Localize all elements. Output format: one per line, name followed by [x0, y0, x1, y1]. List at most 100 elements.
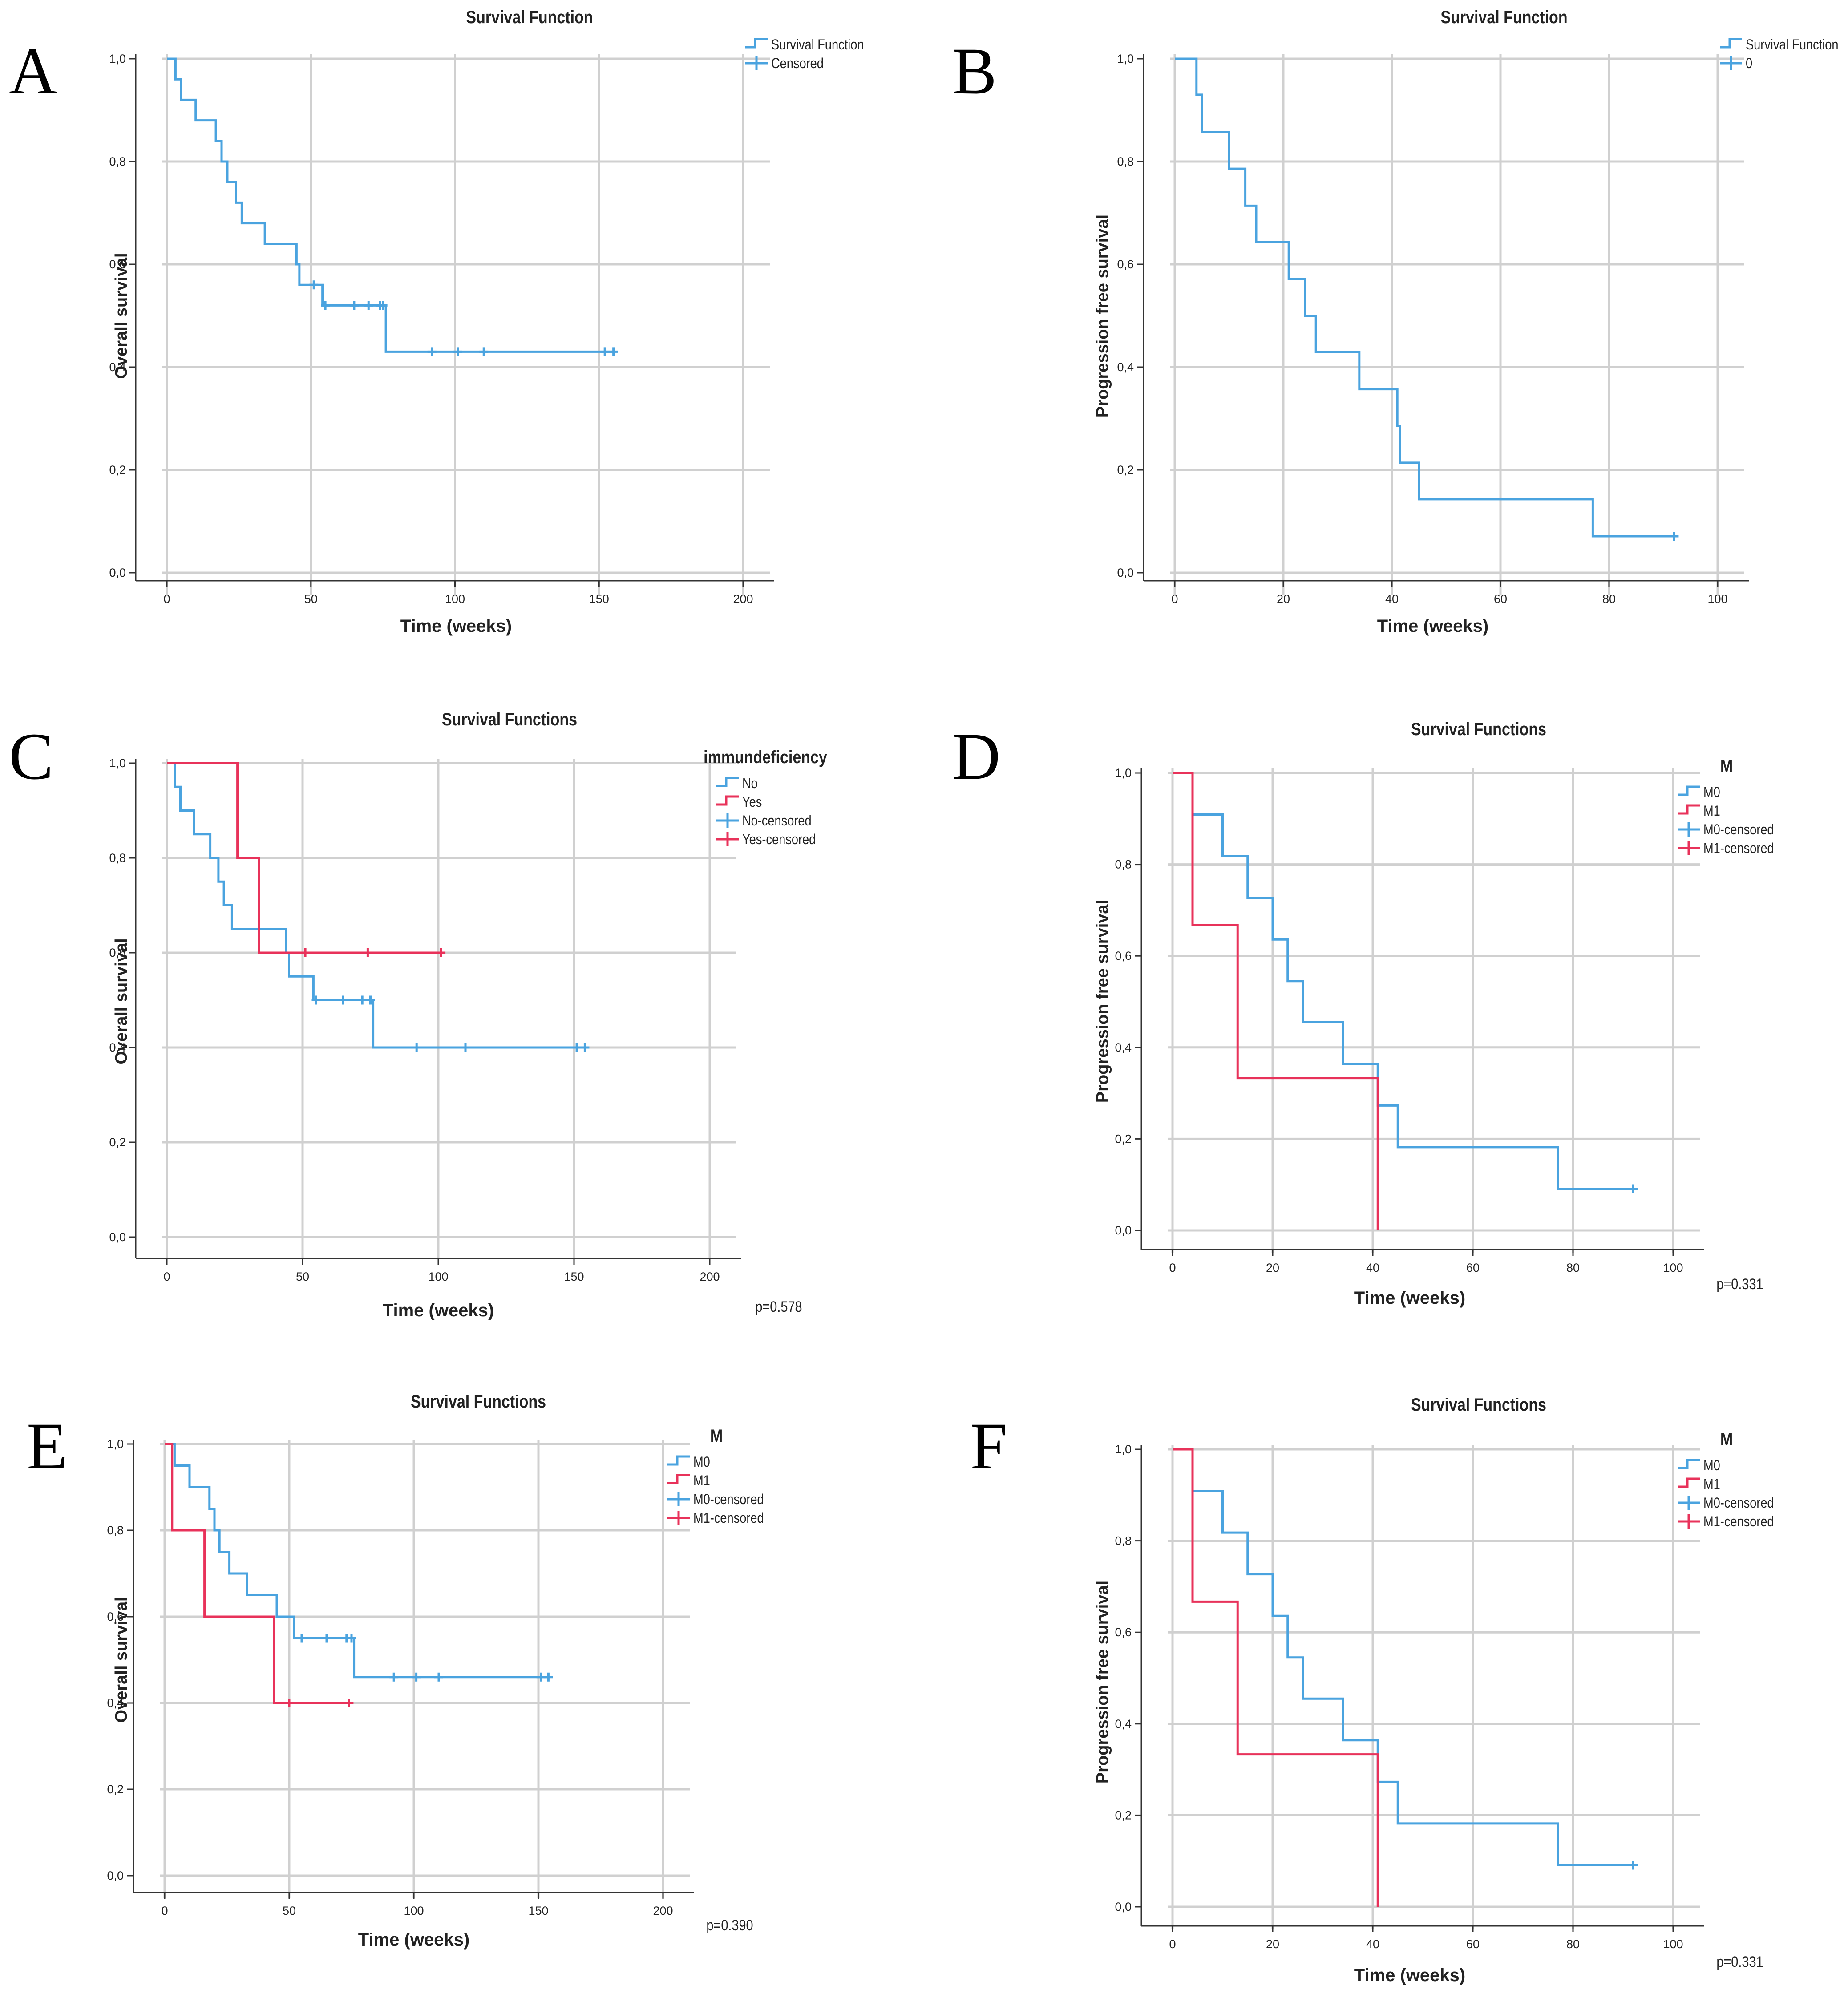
panel-letter: F [970, 1409, 1007, 1483]
y-tick-label: 0,2 [109, 1136, 126, 1149]
series-m1 [1173, 772, 1379, 1230]
panel-d: D Survival Functions 0,0 0,2 0,4 0,6 0,8 1,0 0 20… [952, 719, 1774, 1308]
y-tick-label: 0,6 [109, 258, 126, 271]
legend-label: 0 [1746, 56, 1752, 72]
y-tick-label: 0,2 [107, 1783, 124, 1796]
censored-mark [437, 948, 446, 957]
series-m0 [1173, 1448, 1638, 1870]
censored-mark [349, 301, 359, 310]
panel-b: B Survival Function 0,0 0,2 0,4 0,6 0,8 1,0 0 20 4… [952, 7, 1839, 636]
censored-mark [453, 347, 462, 356]
survival-step-line [1173, 772, 1379, 1230]
x-tick-label: 60 [1466, 1261, 1480, 1274]
legend-swatch-line [716, 795, 739, 806]
y-tick-label: 1,0 [109, 52, 126, 65]
x-tick-label: 100 [404, 1904, 424, 1917]
legend-label: Survival Function [1746, 37, 1839, 53]
y-tick-label: 0,0 [109, 1230, 126, 1244]
x-axis-label: Time (weeks) [1354, 1288, 1466, 1308]
censored-mark [1629, 1861, 1638, 1870]
x-tick-label: 50 [296, 1270, 309, 1283]
x-tick-label: 100 [1663, 1261, 1683, 1274]
y-tick-label: 0,8 [109, 155, 126, 168]
x-tick-label: 100 [1663, 1937, 1683, 1951]
y-tick-label: 0,0 [1115, 1224, 1132, 1237]
censored-mark [600, 347, 610, 356]
legend-label: M0-censored [1703, 1495, 1774, 1511]
panel-letter: A [9, 34, 57, 108]
panel-letter: C [9, 720, 53, 793]
x-tick-label: 80 [1602, 592, 1616, 606]
x-tick-label: 0 [1169, 1937, 1176, 1951]
y-axis-label: Progression free survival [1093, 214, 1112, 417]
y-axis-label: Overall survival [112, 938, 131, 1064]
y-tick-label: 0,2 [1115, 1808, 1132, 1822]
legend-label: M1-censored [1703, 1514, 1774, 1530]
y-tick-label: 1,0 [1117, 52, 1134, 65]
y-axis-label: Progression free survival [1093, 900, 1112, 1103]
censored-mark [412, 1672, 421, 1682]
panel-letter: E [27, 1409, 68, 1483]
y-tick-label: 0,6 [109, 946, 126, 959]
legend-swatch-line [667, 1455, 690, 1466]
legend-title: M [710, 1425, 723, 1445]
y-tick-label: 0,8 [1115, 858, 1132, 871]
y-tick-label: 1,0 [1115, 766, 1132, 780]
censored-mark [364, 301, 373, 310]
y-tick-label: 1,0 [107, 1437, 124, 1451]
gridlines [162, 759, 736, 1259]
y-tick-label: 0,8 [1117, 155, 1134, 168]
y-tick-label: 0,0 [1115, 1900, 1132, 1913]
x-tick-label: 40 [1385, 592, 1399, 606]
censored-mark [309, 280, 319, 290]
x-tick-label: 200 [700, 1270, 720, 1283]
legend-label: Yes [742, 794, 762, 810]
y-tick-label: 0,4 [109, 360, 126, 374]
x-tick-label: 150 [564, 1270, 584, 1283]
x-tick-label: 50 [304, 592, 318, 606]
y-tick-label: 0,8 [109, 851, 126, 865]
censored-mark [311, 995, 321, 1005]
legend-swatch-cross [667, 1492, 690, 1506]
legend-swatch-line [716, 777, 739, 787]
y-tick-label: 0,6 [1115, 949, 1132, 963]
x-tick-label: 150 [589, 592, 609, 606]
x-tick-label: 0 [1169, 1261, 1176, 1274]
x-tick-label: 100 [445, 592, 465, 606]
legend-label: M0-censored [693, 1492, 764, 1508]
legend-title: immundeficiency [704, 747, 827, 767]
censored-mark [285, 1699, 294, 1707]
survival-step-line [1173, 1448, 1379, 1907]
y-tick-label: 0,4 [1115, 1717, 1132, 1731]
censored-mark [339, 995, 348, 1005]
gridlines [160, 1440, 690, 1898]
censored-mark [1629, 1184, 1638, 1193]
series-no [167, 762, 590, 1052]
survival-step-line [167, 57, 614, 353]
y-tick-label: 0,6 [107, 1610, 124, 1623]
panel-c: C Survival Functions 0,0 0,2 0,4 0,6 0,8 1,0 0 50… [9, 709, 827, 1320]
series-m1 [1173, 1448, 1379, 1907]
legend: Survival Function 0 [1720, 37, 1839, 72]
y-tick-label: 0,2 [109, 463, 126, 477]
legend-label: No [742, 776, 758, 792]
x-tick-label: 20 [1266, 1937, 1279, 1951]
panel-a: A Survival Function 0,0 0,2 0,4 0,6 0,8 1,0 0 50 1… [9, 7, 864, 636]
series-survival-function [167, 57, 618, 356]
y-tick-label: 1,0 [109, 756, 126, 770]
legend: MM0 M1 M0-censored M1-censored [1678, 1429, 1774, 1530]
legend-label: Yes-censored [742, 832, 816, 848]
y-tick-label: 0,4 [1117, 360, 1134, 374]
censored-mark [434, 1672, 443, 1682]
x-axis-label: Time (weeks) [400, 616, 512, 636]
x-axis-label: Time (weeks) [1377, 616, 1489, 636]
censored-mark [479, 347, 489, 356]
y-tick-label: 0,0 [109, 566, 126, 579]
censored-mark [412, 1043, 421, 1052]
series-yes [167, 762, 446, 957]
legend-swatch-cross [745, 56, 768, 70]
chart-title: Survival Functions [411, 1391, 546, 1411]
legend-swatch-line [667, 1474, 690, 1484]
x-tick-label: 20 [1266, 1261, 1279, 1274]
censored-mark [461, 1043, 470, 1052]
